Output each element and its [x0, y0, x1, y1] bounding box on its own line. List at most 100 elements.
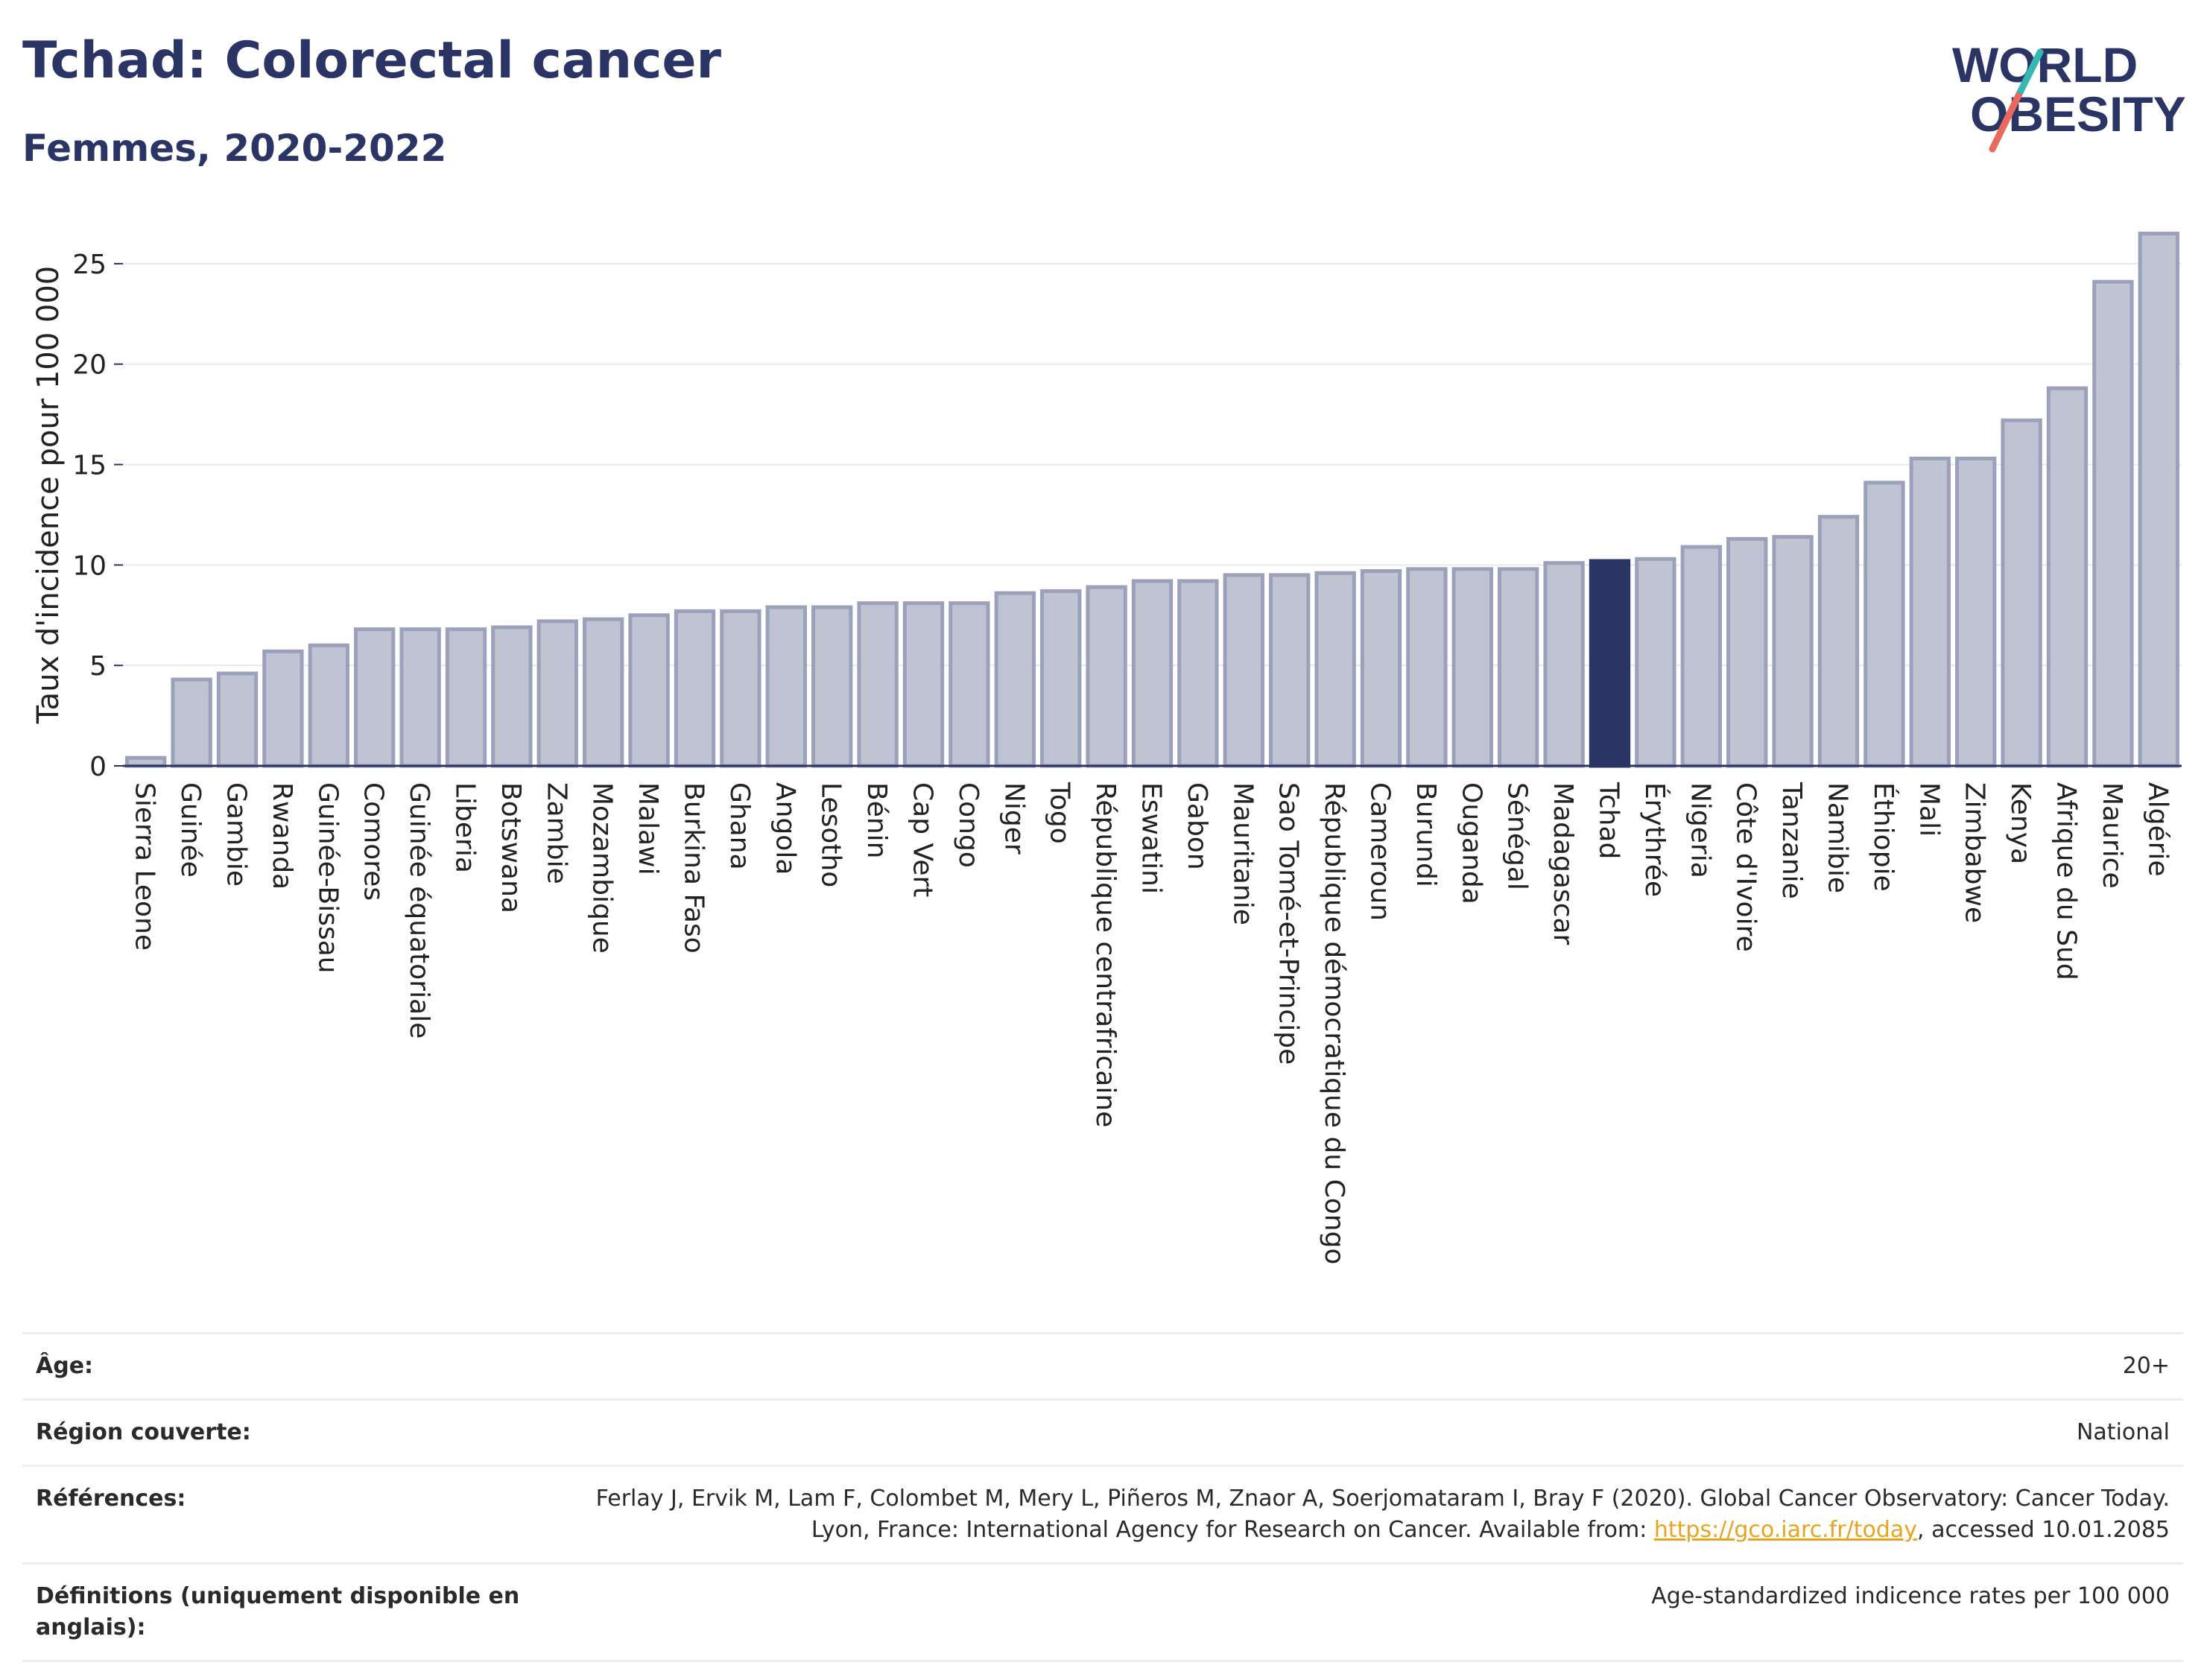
- bar: [2001, 418, 2042, 768]
- bars: [125, 231, 2179, 768]
- info-row-references: Références: Ferlay J, Ervik M, Lam F, Co…: [22, 1465, 2183, 1562]
- bar: [902, 601, 945, 768]
- bar: [216, 671, 259, 768]
- x-tick-label: Liberia: [450, 782, 481, 873]
- x-tick-label: Lesotho: [816, 782, 846, 887]
- bar: [720, 609, 761, 768]
- x-tick-label: Togo: [1045, 782, 1075, 844]
- x-tick-label: République centrafricaine: [1090, 782, 1121, 1127]
- x-tick-label: Mauritanie: [1227, 782, 1258, 925]
- bar: [857, 601, 899, 768]
- y-tick-label: 15: [72, 451, 107, 481]
- x-tick-label: Côte d'Ivoire: [1731, 782, 1761, 952]
- x-tick-label: Bénin: [861, 782, 892, 858]
- bar: [674, 609, 716, 768]
- bar: [994, 591, 1036, 768]
- x-tick-label: Maurice: [2097, 782, 2127, 889]
- x-tick-label: Zimbabwe: [1960, 782, 1990, 923]
- info-value-region: National: [2076, 1419, 2170, 1445]
- x-tick-label: Algérie: [2142, 782, 2173, 877]
- bar: [1086, 585, 1127, 768]
- y-tick-label: 5: [89, 651, 107, 682]
- reference-accessed: , accessed 10.01.2085: [1917, 1517, 2170, 1543]
- y-tick-label: 10: [72, 551, 107, 581]
- x-tick-label: Sao Tomé-et-Principe: [1273, 782, 1304, 1065]
- bar: [583, 617, 624, 768]
- x-tick-label: Kenya: [2005, 782, 2036, 864]
- bar: [1955, 456, 1997, 768]
- x-tick-label: Cameroun: [1365, 782, 1396, 921]
- bar: [2046, 386, 2089, 768]
- reference-link[interactable]: https://gco.iarc.fr/today: [1653, 1517, 1918, 1543]
- logo-line1: WORLD: [1952, 37, 2138, 92]
- bar: [1131, 579, 1174, 768]
- bar: [811, 605, 853, 768]
- x-tick-label: Afrique du Sud: [2051, 782, 2082, 980]
- bar: [536, 619, 578, 768]
- x-tick-label: Rwanda: [267, 782, 297, 890]
- info-row-definitions: Définitions (uniquement disponible en an…: [22, 1562, 2183, 1662]
- bar: [1040, 589, 1082, 768]
- bar: [1817, 515, 1860, 768]
- x-tick-label: Ghana: [724, 782, 755, 870]
- bar: [1406, 567, 1448, 768]
- bar: [1543, 561, 1585, 768]
- x-tick-label: Zambie: [541, 782, 571, 884]
- info-key-definitions: Définitions (uniquement disponible en an…: [36, 1583, 520, 1641]
- info-table: Âge: 20+ Région couverte: National Référ…: [22, 1332, 2183, 1662]
- bar: [171, 677, 212, 768]
- info-value-definitions: Age-standardized indicence rates per 100…: [1651, 1583, 2170, 1609]
- bar: [1680, 545, 1722, 768]
- x-tick-label: République démocratique du Congo: [1319, 782, 1349, 1264]
- bar: [491, 625, 533, 768]
- x-tick-label: Botswana: [495, 782, 526, 913]
- x-tick-label: Burundi: [1410, 782, 1441, 887]
- bar: [1498, 567, 1539, 768]
- bar: [125, 755, 167, 768]
- x-tick-label: Mozambique: [587, 782, 618, 954]
- reference-text: Ferlay J, Ervik M, Lam F, Colombet M, Me…: [595, 1486, 2170, 1543]
- bar: [1314, 571, 1356, 768]
- x-tick-label: Tchad: [1594, 782, 1624, 859]
- x-tick-label: Gambie: [221, 782, 252, 887]
- y-tick-label: 0: [89, 752, 107, 782]
- info-value-age: 20+: [2122, 1353, 2170, 1379]
- bar: [262, 649, 304, 768]
- info-key-age: Âge:: [36, 1353, 94, 1379]
- x-tick-label: Nigeria: [1685, 782, 1715, 878]
- x-tick-label: Sénégal: [1502, 782, 1533, 890]
- chart-title: Tchad: Colorectal cancer: [22, 31, 722, 90]
- info-key-references: Références:: [36, 1486, 186, 1512]
- bar: [2138, 231, 2179, 768]
- bar: [1177, 579, 1219, 768]
- bar: [1726, 536, 1768, 768]
- x-tick-label: Guinée-Bissau: [312, 782, 343, 974]
- x-tick-label: Ouganda: [1456, 782, 1486, 904]
- bar: [1635, 557, 1676, 768]
- bar: [1451, 567, 1493, 768]
- x-tick-label: Comores: [358, 782, 389, 901]
- x-tick-label: Madagascar: [1548, 782, 1578, 945]
- bar: [399, 627, 441, 768]
- bar: [765, 605, 807, 768]
- bar: [1360, 568, 1402, 768]
- bar: [1909, 456, 1951, 768]
- x-tick-label: Guinée: [175, 782, 206, 878]
- bar: [2092, 279, 2134, 768]
- world-obesity-logo: WORLD OBESITY: [1952, 37, 2186, 153]
- x-tick-label: Érythrée: [1639, 782, 1671, 897]
- bar: [1269, 573, 1311, 768]
- bar: [1223, 573, 1264, 768]
- info-key-region: Région couverte:: [36, 1419, 251, 1445]
- chart-subtitle: Femmes, 2020-2022: [22, 127, 447, 170]
- bar: [1589, 559, 1631, 768]
- x-tick-label: Éthiopie: [1868, 782, 1899, 892]
- x-tick-label: Congo: [953, 782, 984, 868]
- x-tick-label: Niger: [998, 782, 1029, 855]
- bar: [628, 613, 670, 768]
- info-row-region: Région couverte: National: [22, 1398, 2183, 1465]
- bar: [1772, 535, 1814, 768]
- x-tick-label: Angola: [770, 782, 800, 875]
- y-tick-label: 25: [72, 250, 107, 280]
- y-axis-label: Taux d'incidence pour 100 000: [31, 266, 66, 724]
